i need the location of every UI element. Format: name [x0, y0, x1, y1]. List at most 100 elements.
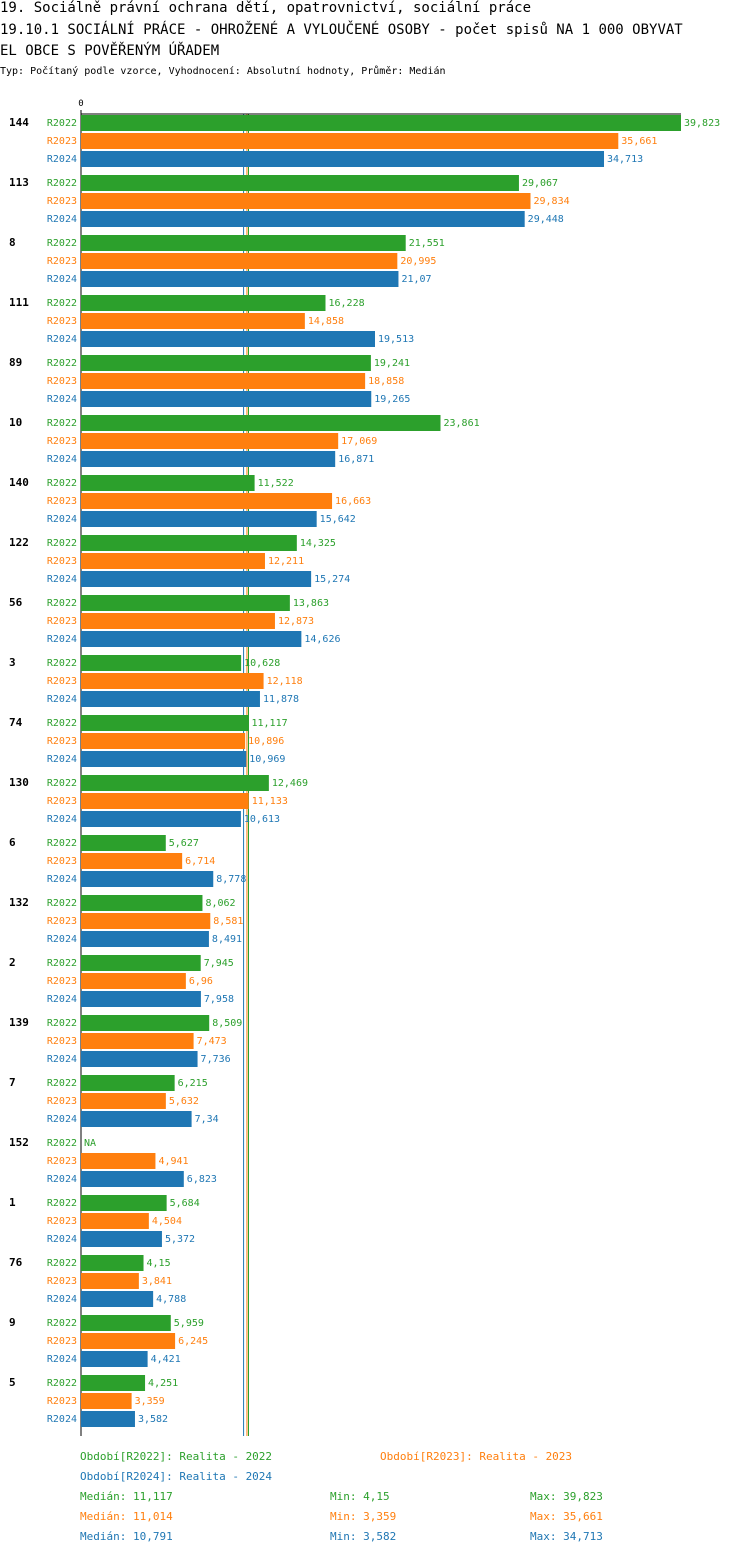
- stat-max-r2022: Max: 39,823: [530, 1490, 603, 1503]
- bar-r2023: [81, 1393, 132, 1409]
- data-label: 10,969: [249, 754, 285, 765]
- bar-r2022: [81, 955, 201, 971]
- series-row-label: R2024: [47, 994, 77, 1005]
- bar-r2024: [81, 511, 317, 527]
- bar-r2024: [81, 991, 201, 1007]
- series-row-label: R2022: [47, 358, 77, 369]
- series-row-label: R2023: [47, 916, 77, 927]
- category-label: 10: [9, 416, 22, 429]
- bar-r2024: [81, 1171, 184, 1187]
- x-axis-zero-label: 0: [78, 99, 83, 109]
- bar-r2024: [81, 871, 214, 887]
- category-label: 74: [9, 716, 23, 729]
- series-row-label: R2023: [47, 376, 77, 387]
- series-row-label: R2024: [47, 214, 77, 225]
- series-row-label: R2022: [47, 898, 77, 909]
- data-label: 12,118: [267, 676, 303, 687]
- series-row-label: R2022: [47, 538, 77, 549]
- data-label: 16,871: [338, 454, 374, 465]
- series-row-label: R2023: [47, 856, 77, 867]
- data-label: 4,788: [156, 1294, 186, 1305]
- bar-r2022: [81, 1315, 171, 1331]
- series-row-label: R2024: [47, 1054, 77, 1065]
- series-row-label: R2022: [47, 1258, 77, 1269]
- bar-r2024: [81, 151, 605, 167]
- series-row-label: R2022: [47, 178, 77, 189]
- data-label: 29,834: [533, 196, 569, 207]
- bar-r2023: [81, 733, 246, 749]
- bar-r2023: [81, 1093, 166, 1109]
- data-label: 3,359: [135, 1396, 165, 1407]
- data-label: 21,551: [409, 238, 445, 249]
- data-label: 8,062: [205, 898, 235, 909]
- data-label: 23,861: [444, 418, 480, 429]
- bar-r2022: [81, 355, 371, 371]
- bar-r2024: [81, 1231, 162, 1247]
- chart-title-line-1: 19. Sociálně právní ochrana dětí, opatro…: [0, 0, 532, 16]
- series-row-label: R2023: [47, 976, 77, 987]
- data-label: 4,15: [147, 1258, 171, 1269]
- stat-median-r2024: Medián: 10,791: [80, 1530, 173, 1543]
- stat-min-r2023: Min: 3,359: [330, 1510, 397, 1523]
- legend-r2023: Období[R2023]: Realita - 2023: [380, 1450, 573, 1463]
- series-row-label: R2024: [47, 934, 77, 945]
- data-label: 4,251: [148, 1378, 178, 1389]
- bar-r2022: [81, 115, 681, 131]
- series-row-label: R2023: [47, 616, 77, 627]
- data-label: 7,945: [204, 958, 234, 969]
- data-label: 6,96: [189, 976, 213, 987]
- data-label: 7,958: [204, 994, 234, 1005]
- data-label: 7,34: [195, 1114, 219, 1125]
- data-label: 11,133: [252, 796, 288, 807]
- category-label: 152: [9, 1136, 29, 1149]
- data-label: 18,858: [368, 376, 404, 387]
- bar-r2023: [81, 913, 211, 929]
- bar-r2024: [81, 271, 399, 287]
- bar-r2024: [81, 331, 375, 347]
- category-label: 111: [9, 296, 29, 309]
- bar-r2023: [81, 553, 265, 569]
- bar-r2023: [81, 1213, 149, 1229]
- bar-r2022: [81, 895, 203, 911]
- series-row-label: R2024: [47, 394, 77, 405]
- series-row-label: R2023: [47, 556, 77, 567]
- data-label: 13,863: [293, 598, 329, 609]
- bar-r2024: [81, 1051, 198, 1067]
- bar-r2023: [81, 193, 531, 209]
- bar-r2022: [81, 295, 326, 311]
- data-label: 8,581: [213, 916, 243, 927]
- bar-r2023: [81, 493, 333, 509]
- bar-r2024: [81, 811, 241, 827]
- bar-r2022: [81, 1375, 146, 1391]
- series-row-label: R2024: [47, 634, 77, 645]
- data-label: 19,513: [378, 334, 414, 345]
- data-label: 14,858: [308, 316, 344, 327]
- series-row-label: R2023: [47, 196, 77, 207]
- bar-r2023: [81, 1153, 156, 1169]
- data-label: 4,504: [152, 1216, 182, 1227]
- bar-r2022: [81, 835, 166, 851]
- series-row-label: R2024: [47, 274, 77, 285]
- data-label: 35,661: [621, 136, 657, 147]
- series-row-label: R2022: [47, 778, 77, 789]
- bar-r2023: [81, 613, 275, 629]
- bar-r2023: [81, 673, 264, 689]
- series-row-label: R2024: [47, 1294, 77, 1305]
- stat-min-r2024: Min: 3,582: [330, 1530, 397, 1543]
- series-row-label: R2023: [47, 1336, 77, 1347]
- category-label: 76: [9, 1256, 23, 1269]
- stat-median-r2023: Medián: 11,014: [80, 1510, 173, 1523]
- bar-r2022: [81, 1195, 167, 1211]
- bar-r2023: [81, 1333, 176, 1349]
- data-label: 34,713: [607, 154, 643, 165]
- category-label: 113: [9, 176, 29, 189]
- data-label: 5,959: [174, 1318, 204, 1329]
- data-label: 14,325: [300, 538, 336, 549]
- data-label: 5,627: [169, 838, 199, 849]
- data-label: NA: [84, 1138, 96, 1149]
- chart-title-line-2: 19.10.1 SOCIÁLNÍ PRÁCE - OHROŽENÉ A VYLO…: [0, 22, 683, 38]
- bar-r2022: [81, 715, 249, 731]
- chart-title-line-3: EL OBCE S POVĚŘENÝM ÚŘADEM: [0, 43, 220, 59]
- data-label: 11,522: [258, 478, 294, 489]
- series-row-label: R2023: [47, 436, 77, 447]
